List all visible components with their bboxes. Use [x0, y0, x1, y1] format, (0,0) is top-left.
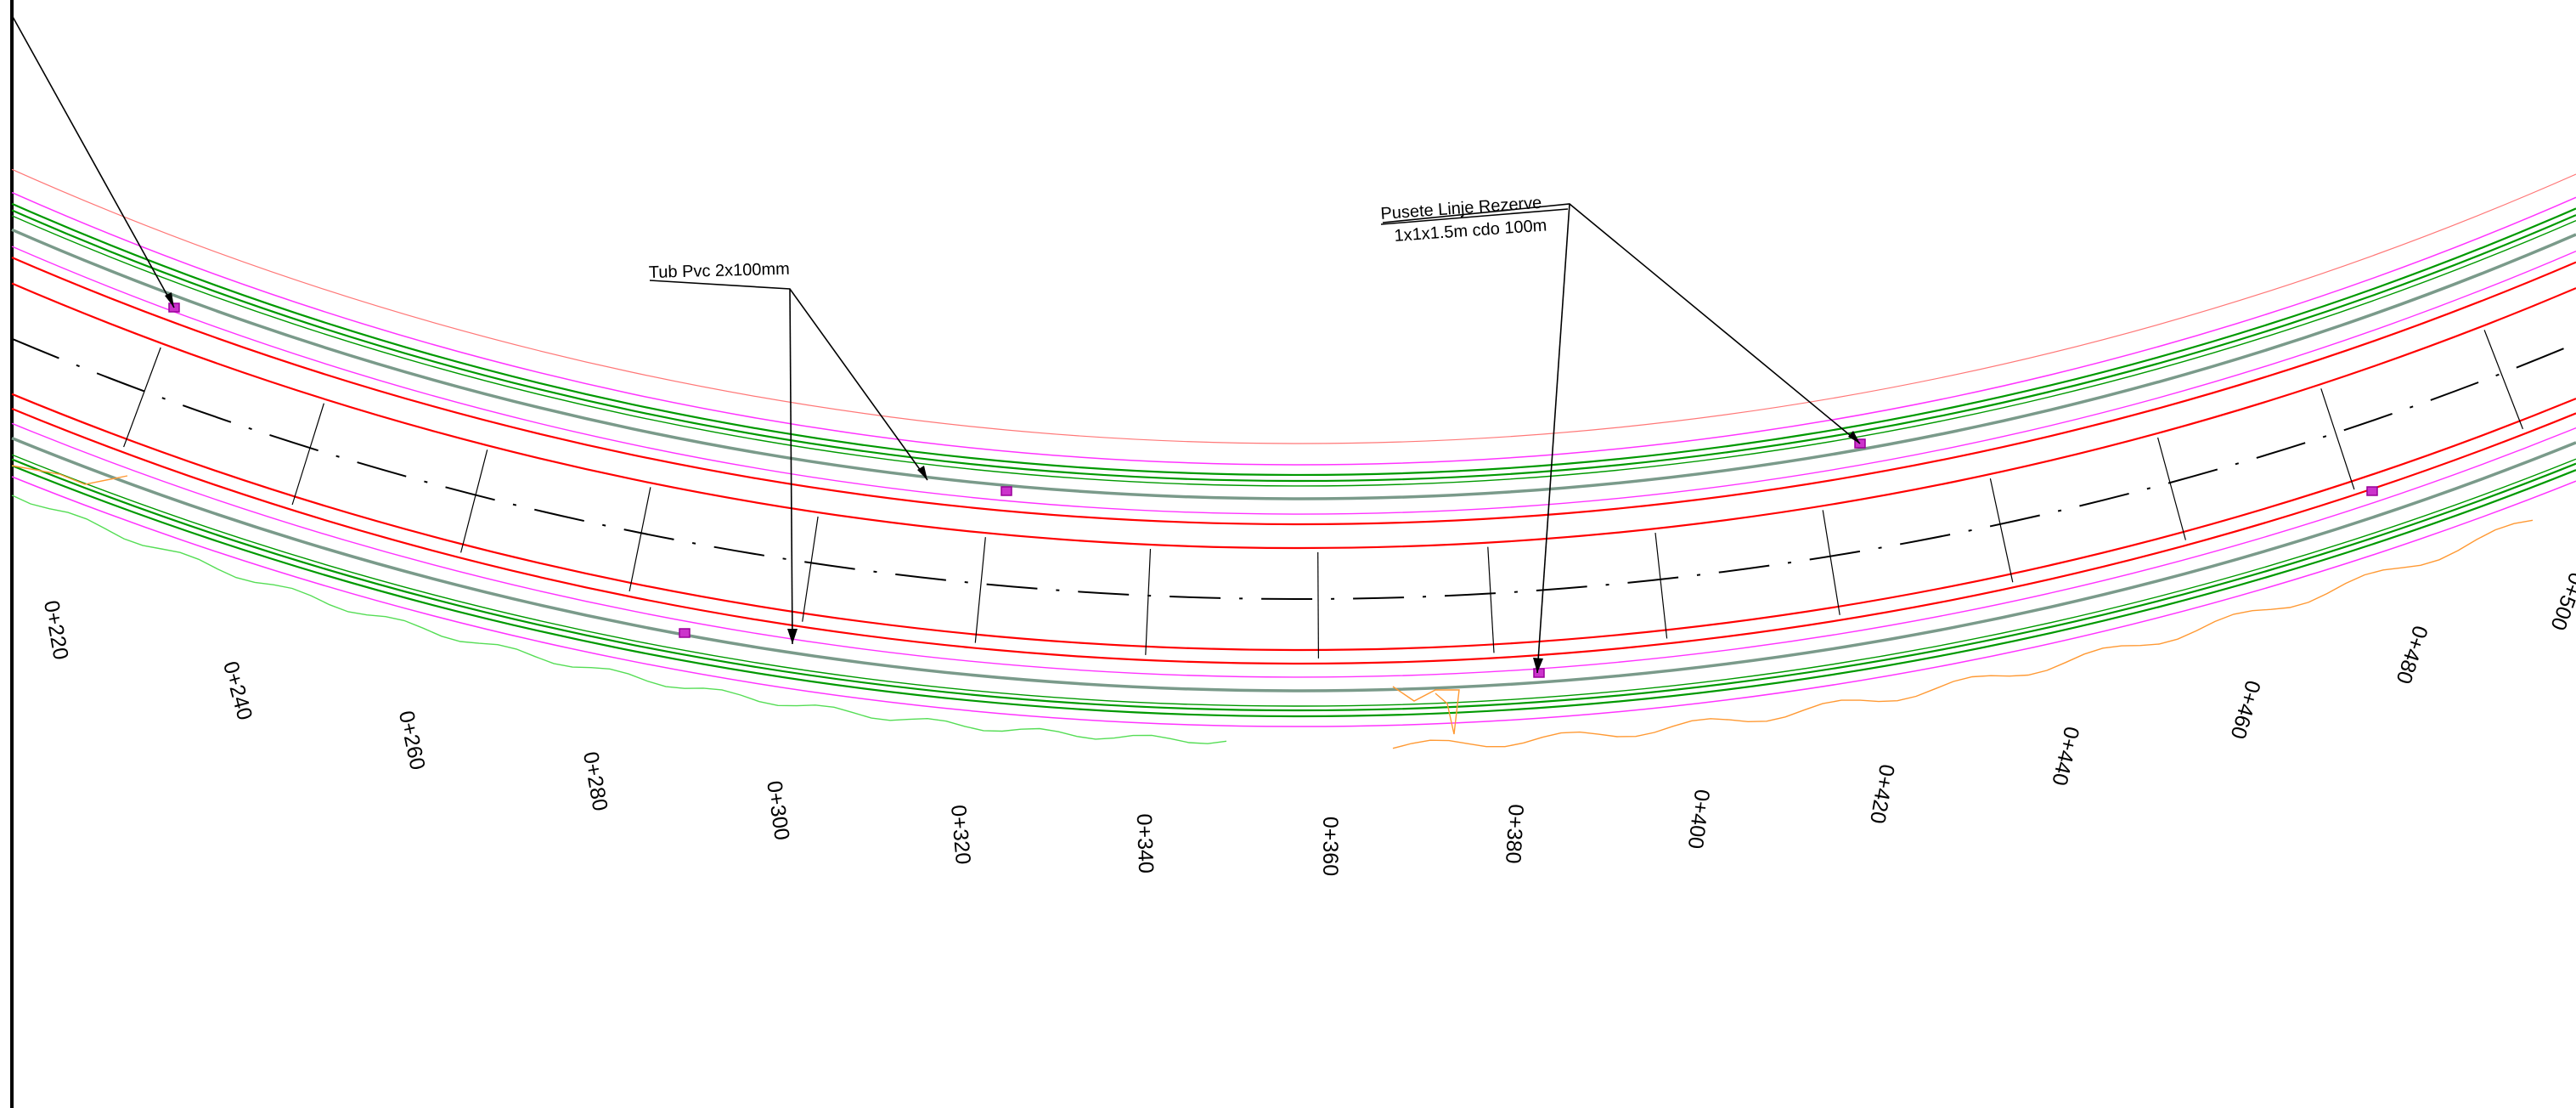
boundary-inner-north: [11, 246, 2576, 515]
cross-section-tick: [2157, 437, 2186, 540]
cross-section-tick: [2483, 330, 2523, 430]
carriageway-line-north: [11, 282, 2576, 550]
pipe-line-north-outer: [11, 202, 2576, 477]
station-label: 0+360: [1318, 817, 1342, 876]
cross-section-tick: [1989, 478, 2014, 583]
manhole-icon: [2366, 486, 2378, 496]
arrowhead-icon: [165, 292, 174, 308]
callout-pusete-underline: [1380, 208, 1569, 225]
station-label: 0+380: [1501, 804, 1528, 865]
cross-section-tick: [802, 516, 819, 622]
terrain-start: [11, 465, 128, 485]
leader-line-tub-pvc-down: [789, 288, 793, 645]
station-label: 0+320: [946, 804, 975, 865]
terrain-dip: [1392, 686, 1460, 735]
boundary-line-north: [11, 191, 2576, 466]
manhole-icon: [1533, 668, 1545, 678]
leader-arrowheads: [165, 292, 1860, 673]
pipe-line-north-thin: [11, 215, 2576, 487]
cross-section-tick: [460, 449, 488, 553]
cross-section-tick: [291, 403, 324, 506]
terrain-lines: [11, 465, 2534, 749]
berm-line-north: [11, 228, 2576, 500]
terrain-line-right: [1392, 519, 2534, 749]
outer-offset-line-north: [11, 168, 2576, 444]
cross-section-tick: [2320, 388, 2355, 490]
pipe-line-south-inner: [11, 458, 2576, 712]
arrowhead-icon: [787, 629, 798, 644]
road-lines: [11, 168, 2576, 727]
station-label: 0+340: [1132, 813, 1158, 873]
leaders: [11, 14, 1861, 674]
cross-section-tick: [1145, 548, 1152, 655]
manhole-icon: [679, 628, 691, 638]
cross-section-tick: [628, 487, 651, 592]
cross-section-tick: [123, 347, 161, 448]
arrowhead-icon: [917, 466, 927, 480]
pipe-line-north-inner: [11, 209, 2576, 483]
cross-section-tick: [1822, 510, 1840, 615]
arrowhead-icon: [1848, 431, 1860, 444]
arrowhead-icon: [1533, 658, 1543, 673]
cross-section-ticks: [123, 330, 2523, 659]
cross-section-tick: [1317, 551, 1320, 659]
cross-section-tick: [1654, 533, 1668, 639]
pipe-line-south-thin: [11, 454, 2576, 707]
leader-line-pusete-down: [1536, 203, 1570, 674]
road-centerline: [11, 337, 2576, 601]
cross-section-tick: [1487, 546, 1495, 653]
cross-section-tick: [974, 537, 986, 643]
carriageway-edge-north: [11, 256, 2576, 526]
terrain-line-left: [11, 495, 1227, 744]
berm-line-south: [11, 436, 2576, 692]
boundary-inner-south: [11, 422, 2576, 678]
manhole-icon: [1001, 486, 1012, 496]
carriageway-edge-south: [11, 407, 2576, 665]
boundary-line-south: [11, 476, 2576, 727]
leader-line-top-left: [11, 14, 175, 308]
callout-tub-pvc: Tub Pvc 2x100mm: [649, 260, 791, 282]
pipe-line-south-outer: [11, 464, 2576, 718]
carriageway-line-south: [11, 393, 2576, 652]
